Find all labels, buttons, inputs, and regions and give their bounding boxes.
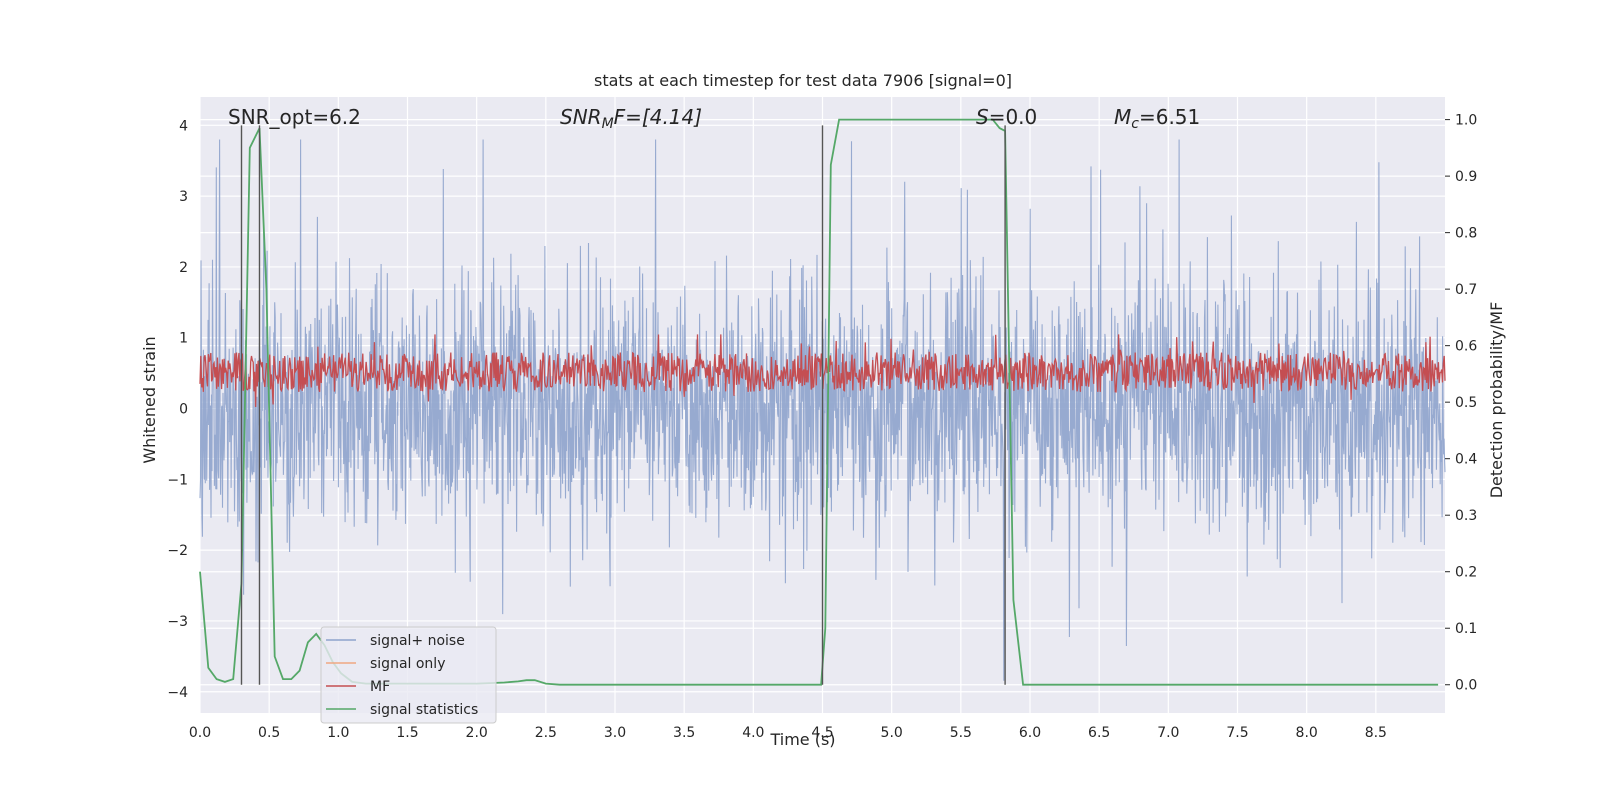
chart-title: stats at each timestep for test data 790…	[594, 71, 1012, 90]
x-tick-label: 8.5	[1365, 725, 1387, 741]
series-line-signal-statistics	[199, 118, 1439, 686]
annotation-snr-opt: SNR_opt=6.2	[228, 105, 361, 129]
legend: signal+ noise signal only MF signal stat…	[320, 626, 497, 724]
y-right-tick-label: 0.4	[1455, 452, 1477, 468]
y-right-tick-label: 0.6	[1455, 339, 1477, 355]
annotation-snr-mf: SNRMF=[4.14]	[560, 105, 702, 132]
y-right-tick-label: 0.0	[1455, 678, 1477, 694]
annotation-mc-symbol: M	[1114, 105, 1131, 129]
annotation-snr-mf-sub: M	[602, 116, 614, 132]
annotation-s-value: =0.0	[989, 105, 1038, 129]
x-tick-label: 0.0	[189, 725, 211, 741]
y-left-tick-label: −4	[167, 685, 188, 701]
x-tick-label: 2.0	[466, 725, 488, 741]
x-tick-label: 3.5	[673, 725, 695, 741]
y-axis-right-ticks: 0.0 0.1 0.2 0.3 0.4 0.5 0.6 0.7 0.8 0.9 1.0	[1445, 113, 1477, 694]
y-right-tick-label: 0.1	[1455, 621, 1477, 637]
annotation-mc-sub: c	[1131, 116, 1139, 132]
legend-label-signal-noise: signal+ noise	[370, 633, 465, 649]
annotation-mc: Mc=6.51	[1114, 105, 1200, 132]
x-tick-label: 2.5	[535, 725, 557, 741]
legend-label-signal-only: signal only	[370, 656, 445, 672]
x-tick-label: 1.0	[327, 725, 349, 741]
x-tick-label: 6.0	[1019, 725, 1041, 741]
x-tick-label: 7.0	[1157, 725, 1179, 741]
x-tick-label: 7.5	[1226, 725, 1248, 741]
annotation-snr-mf-rest: F=[4.14]	[614, 105, 702, 129]
x-tick-label: 4.5	[811, 725, 833, 741]
y-right-tick-label: 0.3	[1455, 508, 1477, 524]
annotation-s: S=0.0	[976, 105, 1037, 129]
y-left-tick-label: 0	[179, 402, 188, 418]
y-right-tick-label: 0.9	[1455, 169, 1477, 185]
y-left-tick-label: −1	[167, 472, 188, 488]
x-tick-label: 1.5	[396, 725, 418, 741]
y-left-tick-label: −2	[167, 543, 188, 559]
annotation-mc-value: =6.51	[1139, 105, 1200, 129]
legend-box	[320, 626, 497, 724]
y-left-tick-label: 3	[179, 189, 188, 205]
x-tick-label: 5.5	[950, 725, 972, 741]
y-right-tick-label: 0.8	[1455, 226, 1477, 242]
x-tick-label: 4.0	[742, 725, 764, 741]
legend-label-mf: MF	[370, 679, 390, 695]
x-axis-label: Time (s)	[769, 730, 835, 749]
x-tick-label: 3.0	[604, 725, 626, 741]
y-right-tick-label: 0.5	[1455, 395, 1477, 411]
x-tick-label: 8.0	[1296, 725, 1318, 741]
y-left-tick-label: −3	[167, 614, 188, 630]
y-right-tick-label: 0.7	[1455, 282, 1477, 298]
y-left-tick-label: 2	[179, 260, 188, 276]
annotation-snr-mf-symbol: SNR	[560, 105, 602, 129]
x-axis-ticks: 0.0 0.5 1.0 1.5 2.0 2.5 3.0 3.5 4.0 4.5 5.0 5.5 6.0 6…	[189, 725, 1387, 741]
vertical-markers	[240, 125, 1006, 685]
y-left-tick-label: 4	[179, 118, 188, 134]
y-axis-left-label: Whitened strain	[140, 336, 159, 463]
y-left-tick-label: 1	[179, 331, 188, 347]
x-tick-label: 6.5	[1088, 725, 1110, 741]
x-tick-label: 0.5	[258, 725, 280, 741]
legend-label-signal-statistics: signal statistics	[370, 702, 478, 718]
y-axis-left-ticks: −4 −3 −2 −1 0 1 2 3 4	[167, 118, 188, 700]
annotation-s-symbol: S	[976, 105, 989, 129]
x-tick-label: 5.0	[881, 725, 903, 741]
y-axis-right-label: Detection probability/MF	[1487, 302, 1506, 499]
y-right-tick-label: 0.2	[1455, 565, 1477, 581]
y-right-tick-label: 1.0	[1455, 113, 1477, 129]
